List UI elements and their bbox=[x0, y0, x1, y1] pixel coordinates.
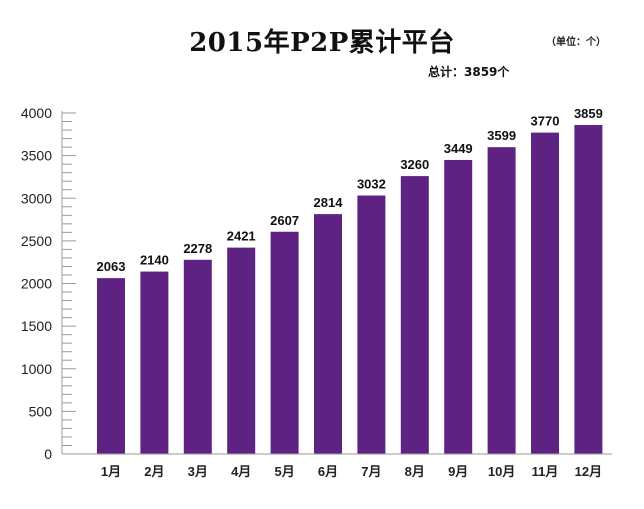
bar bbox=[574, 125, 603, 454]
bar-value-label: 2607 bbox=[270, 213, 299, 228]
bar-value-label: 3260 bbox=[400, 157, 429, 172]
x-tick-label: 6月 bbox=[318, 464, 338, 479]
x-tick-label: 5月 bbox=[274, 464, 294, 479]
chart-title: 2015年P2P累计平台 bbox=[189, 28, 455, 58]
y-tick-label: 0 bbox=[44, 446, 52, 462]
bar-value-label: 2814 bbox=[314, 195, 344, 210]
bar bbox=[531, 132, 559, 455]
bar bbox=[314, 214, 342, 454]
y-tick-label: 500 bbox=[29, 403, 53, 419]
bar bbox=[97, 278, 125, 454]
bar-value-label: 2140 bbox=[140, 253, 169, 268]
x-tick-label: 2月 bbox=[144, 464, 164, 479]
bar-value-label: 3770 bbox=[531, 114, 560, 129]
unit-note: （单位：个） bbox=[546, 37, 606, 48]
bar-value-label: 3449 bbox=[444, 141, 473, 156]
y-tick-label: 1000 bbox=[21, 361, 52, 377]
x-tick-label: 7月 bbox=[361, 464, 381, 479]
y-tick-label: 4000 bbox=[21, 105, 52, 121]
x-tick-label: 1月 bbox=[101, 464, 121, 479]
x-tick-label: 8月 bbox=[405, 464, 425, 479]
bar bbox=[400, 176, 429, 454]
x-tick-label: 3月 bbox=[188, 464, 208, 479]
bar bbox=[487, 147, 516, 455]
y-tick-label: 3500 bbox=[21, 148, 52, 164]
bar-value-label: 2063 bbox=[97, 259, 126, 274]
bar bbox=[444, 159, 473, 454]
bar-value-label: 2278 bbox=[183, 241, 212, 256]
x-tick-label: 11月 bbox=[532, 464, 559, 479]
x-axis: 1月 2月 3月 4月 5月 6月 7月 8月 9月 10月 11月 12月 bbox=[62, 453, 612, 479]
total-note: 总计：3859个 bbox=[428, 65, 510, 79]
y-tick-label: 2500 bbox=[21, 233, 52, 249]
bar-value-label: 2421 bbox=[227, 229, 256, 244]
x-tick-label: 10月 bbox=[488, 464, 515, 479]
bar-value-label: 3859 bbox=[574, 106, 603, 121]
bars-group: 2063 2140 2278 2421 2607 2814 3032 3260 3449 3599… bbox=[97, 106, 603, 455]
y-tick-label: 2000 bbox=[21, 276, 52, 292]
y-tick-label: 3000 bbox=[21, 190, 52, 206]
bar bbox=[183, 259, 212, 454]
y-axis: 0 500 1000 1500 2000 2500 3000 3500 4000 bbox=[21, 105, 76, 462]
x-tick-label: 4月 bbox=[231, 464, 251, 479]
bar-value-label: 3599 bbox=[487, 128, 516, 143]
bar bbox=[227, 247, 256, 454]
bar bbox=[357, 195, 386, 454]
y-tick-label: 1500 bbox=[21, 318, 52, 334]
bar bbox=[140, 271, 169, 454]
bar-value-label: 3032 bbox=[357, 177, 386, 192]
bar bbox=[270, 231, 299, 454]
x-tick-label: 12月 bbox=[575, 464, 602, 479]
x-tick-label: 9月 bbox=[448, 464, 468, 479]
